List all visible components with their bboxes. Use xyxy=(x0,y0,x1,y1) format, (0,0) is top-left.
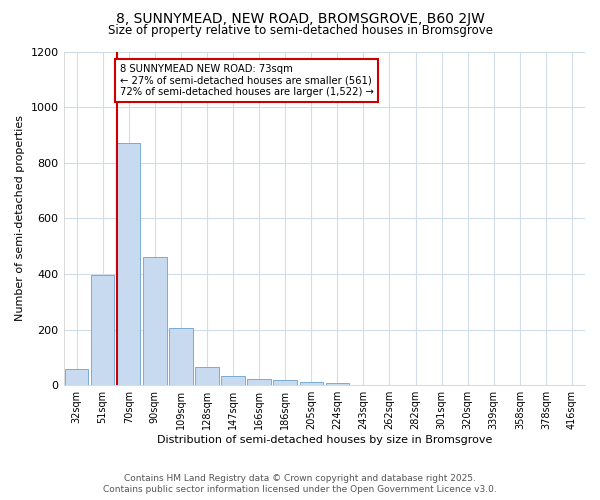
Bar xyxy=(221,376,245,385)
X-axis label: Distribution of semi-detached houses by size in Bromsgrove: Distribution of semi-detached houses by … xyxy=(157,435,492,445)
Bar xyxy=(326,383,349,385)
Bar xyxy=(299,382,323,385)
Text: Size of property relative to semi-detached houses in Bromsgrove: Size of property relative to semi-detach… xyxy=(107,24,493,37)
Bar xyxy=(65,368,88,385)
Bar xyxy=(352,384,375,385)
Y-axis label: Number of semi-detached properties: Number of semi-detached properties xyxy=(15,116,25,322)
Text: 8, SUNNYMEAD, NEW ROAD, BROMSGROVE, B60 2JW: 8, SUNNYMEAD, NEW ROAD, BROMSGROVE, B60 … xyxy=(116,12,484,26)
Bar xyxy=(169,328,193,385)
Text: Contains HM Land Registry data © Crown copyright and database right 2025.
Contai: Contains HM Land Registry data © Crown c… xyxy=(103,474,497,494)
Bar xyxy=(143,258,167,385)
Bar xyxy=(247,379,271,385)
Text: 8 SUNNYMEAD NEW ROAD: 73sqm
← 27% of semi-detached houses are smaller (561)
72% : 8 SUNNYMEAD NEW ROAD: 73sqm ← 27% of sem… xyxy=(119,64,373,97)
Bar xyxy=(117,144,140,385)
Bar xyxy=(274,380,297,385)
Bar xyxy=(195,367,218,385)
Bar xyxy=(91,276,115,385)
